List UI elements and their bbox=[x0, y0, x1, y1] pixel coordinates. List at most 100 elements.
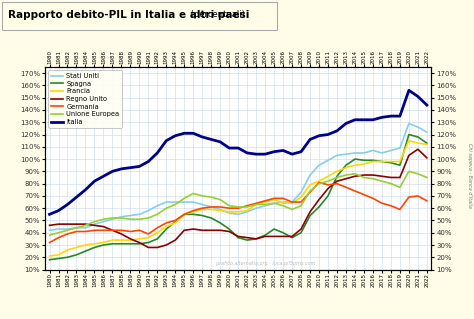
Germania bbox=[82, 230, 88, 234]
Regno Unito bbox=[343, 177, 349, 181]
FancyBboxPatch shape bbox=[2, 2, 277, 30]
Unione Europea bbox=[164, 206, 169, 210]
Stati Uniti bbox=[280, 200, 286, 204]
Francia bbox=[397, 160, 403, 163]
Regno Unito bbox=[200, 228, 205, 232]
Stati Uniti bbox=[46, 228, 52, 232]
Unione Europea bbox=[227, 204, 232, 208]
Francia bbox=[370, 160, 376, 163]
Francia bbox=[137, 237, 142, 241]
Germania bbox=[307, 190, 313, 194]
Italia bbox=[352, 118, 358, 122]
Francia bbox=[325, 174, 331, 178]
Germania bbox=[235, 206, 241, 210]
Spagna bbox=[200, 214, 205, 218]
Spagna bbox=[118, 242, 124, 246]
Italia bbox=[379, 115, 385, 119]
Regno Unito bbox=[209, 228, 214, 232]
Germania bbox=[128, 230, 133, 234]
Italia bbox=[100, 174, 106, 178]
Spagna bbox=[164, 227, 169, 231]
Francia bbox=[155, 231, 160, 235]
Spagna bbox=[191, 212, 196, 216]
Spagna bbox=[227, 227, 232, 231]
Italia bbox=[325, 133, 331, 137]
Regno Unito bbox=[191, 227, 196, 231]
Unione Europea bbox=[316, 182, 322, 186]
Regno Unito bbox=[218, 228, 223, 232]
Stati Uniti bbox=[200, 203, 205, 206]
Spagna bbox=[298, 231, 304, 235]
Francia bbox=[64, 248, 70, 252]
Stati Uniti bbox=[82, 226, 88, 230]
Spagna bbox=[55, 256, 61, 260]
Francia bbox=[82, 243, 88, 247]
Spagna bbox=[218, 221, 223, 225]
Unione Europea bbox=[182, 197, 187, 200]
Regno Unito bbox=[173, 238, 178, 242]
Unione Europea bbox=[397, 185, 403, 189]
Unione Europea bbox=[46, 233, 52, 237]
Line: Francia: Francia bbox=[49, 141, 427, 256]
Germania bbox=[406, 195, 412, 199]
Spagna bbox=[316, 205, 322, 209]
Germania bbox=[424, 199, 430, 203]
Germania bbox=[55, 236, 61, 240]
Francia bbox=[244, 209, 250, 212]
Francia bbox=[218, 209, 223, 212]
Spagna bbox=[280, 231, 286, 235]
Regno Unito bbox=[128, 237, 133, 241]
Regno Unito bbox=[100, 225, 106, 228]
Spagna bbox=[244, 238, 250, 242]
Italia bbox=[280, 149, 286, 152]
Unione Europea bbox=[388, 182, 394, 186]
Stati Uniti bbox=[227, 211, 232, 215]
Italia bbox=[298, 150, 304, 154]
Italia bbox=[109, 169, 115, 173]
Germania bbox=[155, 226, 160, 230]
Francia bbox=[316, 179, 322, 183]
Italia bbox=[118, 167, 124, 171]
Stati Uniti bbox=[109, 217, 115, 221]
Regno Unito bbox=[46, 223, 52, 227]
Line: Stati Uniti: Stati Uniti bbox=[49, 123, 427, 230]
Francia bbox=[307, 183, 313, 187]
Germania bbox=[209, 205, 214, 209]
Italia bbox=[46, 212, 52, 216]
Italia bbox=[91, 179, 97, 183]
Francia bbox=[182, 212, 187, 216]
Germania bbox=[289, 200, 295, 204]
Germania bbox=[316, 181, 322, 184]
Francia bbox=[271, 198, 277, 202]
Unione Europea bbox=[173, 203, 178, 206]
Spagna bbox=[379, 160, 385, 163]
Italia bbox=[244, 151, 250, 155]
Unione Europea bbox=[109, 216, 115, 220]
Text: Rapporto debito-PIL in Italia e altri paesi: Rapporto debito-PIL in Italia e altri pa… bbox=[8, 10, 249, 20]
Regno Unito bbox=[352, 174, 358, 178]
Germania bbox=[253, 201, 259, 205]
Italia bbox=[262, 152, 268, 156]
Germania bbox=[343, 185, 349, 189]
Spagna bbox=[128, 242, 133, 246]
Regno Unito bbox=[137, 241, 142, 244]
Spagna bbox=[334, 174, 340, 178]
Italia bbox=[209, 137, 214, 141]
Francia bbox=[146, 236, 151, 240]
Germania bbox=[397, 207, 403, 211]
Regno Unito bbox=[415, 147, 421, 151]
Germania bbox=[182, 212, 187, 216]
Italia bbox=[361, 118, 367, 122]
Regno Unito bbox=[253, 237, 259, 241]
Spagna bbox=[406, 133, 412, 137]
Regno Unito bbox=[325, 187, 331, 190]
Francia bbox=[173, 221, 178, 225]
Spagna bbox=[424, 141, 430, 145]
Stati Uniti bbox=[352, 151, 358, 155]
Regno Unito bbox=[155, 246, 160, 249]
Stati Uniti bbox=[253, 206, 259, 210]
Stati Uniti bbox=[316, 163, 322, 167]
Spagna bbox=[73, 253, 79, 257]
Italia bbox=[235, 146, 241, 150]
Stati Uniti bbox=[128, 214, 133, 218]
